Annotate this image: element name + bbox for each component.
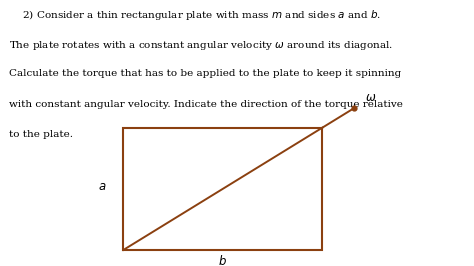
Text: $b$: $b$ (219, 254, 227, 266)
Text: The plate rotates with a constant angular velocity $\omega$ around its diagonal.: The plate rotates with a constant angula… (9, 39, 392, 52)
Text: $\omega$: $\omega$ (365, 91, 376, 104)
Text: with constant angular velocity. Indicate the direction of the torque relative: with constant angular velocity. Indicate… (9, 100, 402, 109)
Text: $a$: $a$ (98, 180, 106, 193)
Text: 2) Consider a thin rectangular plate with mass $m$ and sides $a$ and $b$.: 2) Consider a thin rectangular plate wit… (9, 8, 381, 22)
Text: Calculate the torque that has to be applied to the plate to keep it spinning: Calculate the torque that has to be appl… (9, 69, 401, 78)
Text: to the plate.: to the plate. (9, 130, 73, 139)
Bar (123, 128, 322, 250)
